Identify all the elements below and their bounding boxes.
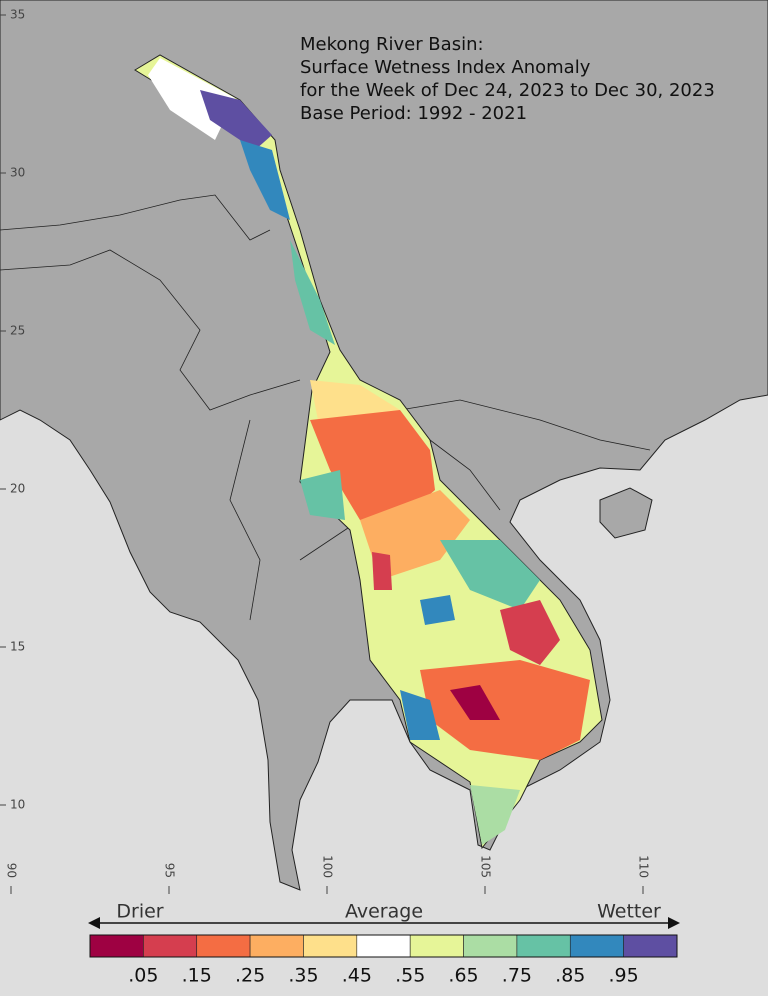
island bbox=[599, 487, 653, 539]
colorbar-label: .35 bbox=[288, 965, 318, 987]
colorbar-label: .65 bbox=[448, 965, 478, 987]
legend-wetter: Wetter bbox=[597, 901, 661, 923]
lat-tick-label: 15 bbox=[10, 640, 25, 654]
lat-tick-label: 10 bbox=[10, 798, 25, 812]
colorbar-swatch bbox=[356, 934, 411, 958]
arrow-head-right bbox=[668, 917, 680, 929]
title-line: Surface Wetness Index Anomaly bbox=[300, 57, 591, 78]
colorbar-label: .85 bbox=[555, 965, 585, 987]
colorbar-frame bbox=[89, 934, 678, 958]
arrow-head-left bbox=[88, 917, 100, 929]
colorbar-label: .15 bbox=[182, 965, 212, 987]
colorbar-swatch bbox=[249, 934, 304, 958]
anomaly-patches bbox=[148, 58, 590, 845]
colorbar-swatch bbox=[569, 934, 624, 958]
lat-tick-label: 25 bbox=[10, 324, 25, 338]
colorbar-swatch bbox=[89, 934, 144, 958]
borders bbox=[0, 194, 651, 621]
colorbar-label: .05 bbox=[128, 965, 158, 987]
lon-tick-label: 95 bbox=[163, 863, 177, 878]
title-line: Mekong River Basin: bbox=[300, 34, 484, 55]
lon-tick-label: 110 bbox=[637, 855, 651, 878]
colorbar-swatch bbox=[196, 934, 251, 958]
lon-tick-label: 90 bbox=[5, 863, 19, 878]
colorbar-swatch bbox=[409, 934, 464, 958]
colorbar-swatch bbox=[303, 934, 358, 958]
legend-average: Average bbox=[345, 901, 423, 923]
colorbar-label: .55 bbox=[395, 965, 425, 987]
lat-tick-label: 20 bbox=[10, 482, 25, 496]
lat-tick-label: 30 bbox=[10, 166, 25, 180]
colorbar-swatch bbox=[516, 934, 571, 958]
colorbar-label: .95 bbox=[609, 965, 639, 987]
title-line: Base Period: 1992 - 2021 bbox=[300, 103, 527, 124]
title-line: for the Week of Dec 24, 2023 to Dec 30, … bbox=[300, 80, 715, 101]
colorbar-label: .25 bbox=[235, 965, 265, 987]
lat-tick-label: 35 bbox=[10, 8, 25, 22]
colorbar-swatch bbox=[463, 934, 518, 958]
lon-tick-label: 100 bbox=[321, 855, 335, 878]
colorbar-swatch bbox=[143, 934, 198, 958]
legend-drier: Drier bbox=[116, 901, 163, 923]
colorbar-label: .45 bbox=[342, 965, 372, 987]
colorbar-label: .75 bbox=[502, 965, 532, 987]
lon-tick-label: 105 bbox=[479, 855, 493, 878]
colorbar-swatch bbox=[623, 934, 678, 958]
